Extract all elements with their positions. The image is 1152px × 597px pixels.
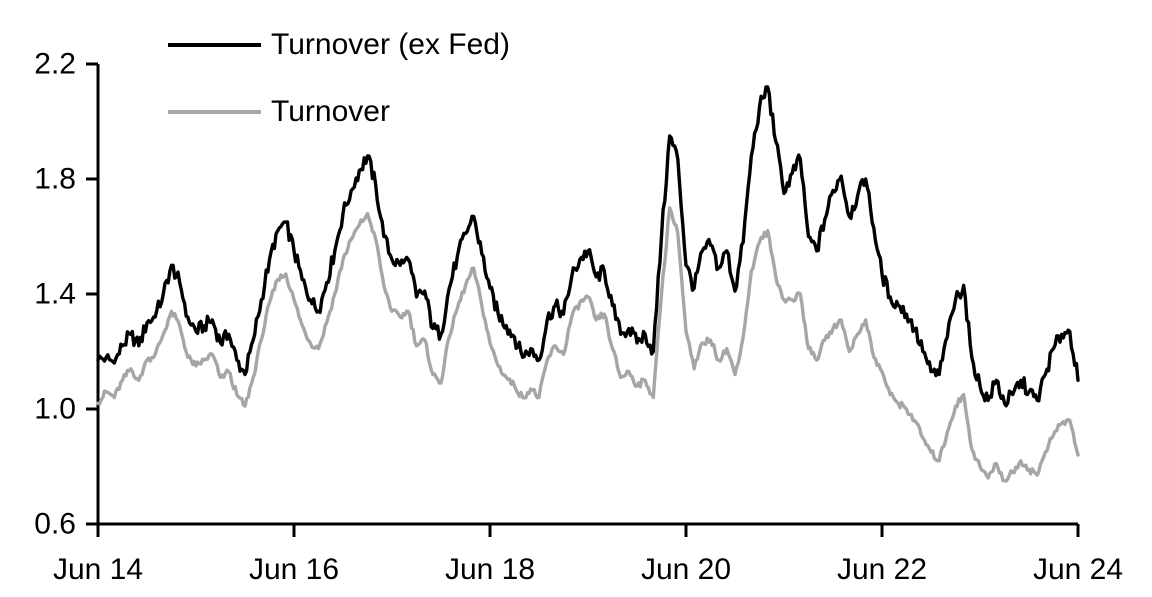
series-line-turnover-ex-fed bbox=[96, 85, 1080, 408]
y-tick-label: 1.0 bbox=[34, 393, 76, 426]
x-tick-label: Jun 22 bbox=[837, 553, 927, 586]
x-tick-label: Jun 14 bbox=[53, 553, 143, 586]
legend-label-turnover: Turnover bbox=[271, 95, 390, 128]
y-tick-label: 0.6 bbox=[34, 508, 76, 541]
y-tick-label: 2.2 bbox=[34, 48, 76, 81]
legend-line-gray-icon bbox=[168, 110, 261, 114]
x-tick-label: Jun 24 bbox=[1033, 553, 1123, 586]
legend-label-turnover-ex-fed: Turnover (ex Fed) bbox=[271, 28, 510, 61]
y-tick-label: 1.4 bbox=[34, 278, 76, 311]
legend-line-black-icon bbox=[168, 43, 261, 47]
legend-item-turnover-ex-fed: Turnover (ex Fed) bbox=[168, 29, 510, 61]
x-tick-label: Jun 20 bbox=[641, 553, 731, 586]
series-line-turnover bbox=[96, 206, 1080, 483]
legend-item-turnover: Turnover bbox=[168, 96, 390, 128]
x-tick-label: Jun 18 bbox=[445, 553, 535, 586]
x-tick-label: Jun 16 bbox=[249, 553, 339, 586]
y-tick-label: 1.8 bbox=[34, 163, 76, 196]
